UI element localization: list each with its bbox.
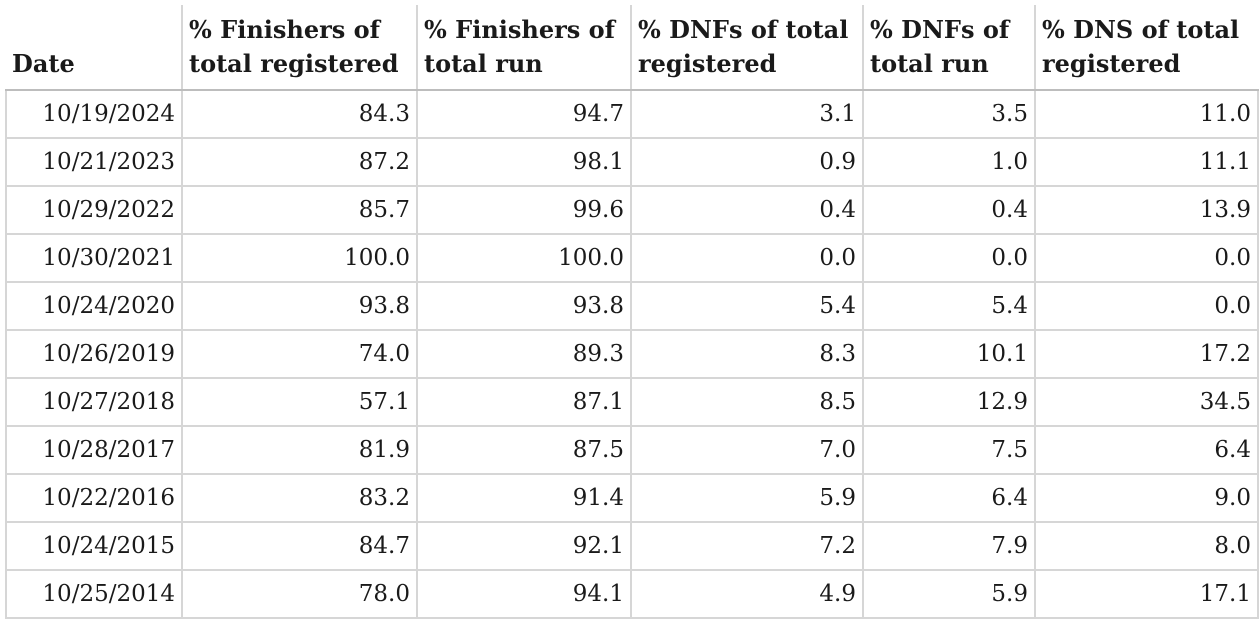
cell-finishers-of-run: 87.5 [416,425,632,475]
cell-finishers-of-run: 92.1 [416,521,632,571]
cell-dns-of-registered: 13.9 [1034,185,1259,235]
header-dnfs-of-registered: % DNFs of total registered [630,5,863,91]
cell-finishers-of-run: 91.4 [416,473,632,523]
cell-dnfs-of-registered: 7.2 [630,521,864,571]
table-row: 10/24/2015 84.7 92.1 7.2 7.9 8.0 [5,521,1259,571]
cell-finishers-of-registered: 84.3 [181,89,418,139]
cell-dns-of-registered: 11.1 [1034,137,1259,187]
cell-date: 10/30/2021 [5,233,183,283]
cell-dnfs-of-registered: 0.0 [630,233,864,283]
cell-dnfs-of-run: 3.5 [862,89,1036,139]
table-row: 10/30/2021 100.0 100.0 0.0 0.0 0.0 [5,233,1259,283]
cell-date: 10/24/2015 [5,521,183,571]
cell-dns-of-registered: 11.0 [1034,89,1259,139]
cell-date: 10/19/2024 [5,89,183,139]
cell-dns-of-registered: 17.1 [1034,569,1259,619]
table-row: 10/27/2018 57.1 87.1 8.5 12.9 34.5 [5,377,1259,427]
table-row: 10/29/2022 85.7 99.6 0.4 0.4 13.9 [5,185,1259,235]
cell-date: 10/28/2017 [5,425,183,475]
cell-dnfs-of-registered: 7.0 [630,425,864,475]
cell-finishers-of-run: 87.1 [416,377,632,427]
cell-dnfs-of-registered: 5.4 [630,281,864,331]
table-row: 10/19/2024 84.3 94.7 3.1 3.5 11.0 [5,89,1259,139]
cell-finishers-of-registered: 85.7 [181,185,418,235]
cell-finishers-of-registered: 57.1 [181,377,418,427]
cell-date: 10/22/2016 [5,473,183,523]
cell-finishers-of-registered: 93.8 [181,281,418,331]
cell-finishers-of-run: 89.3 [416,329,632,379]
cell-dns-of-registered: 34.5 [1034,377,1259,427]
header-finishers-of-run: % Finishers of total run [416,5,631,91]
cell-dnfs-of-registered: 3.1 [630,89,864,139]
cell-date: 10/24/2020 [5,281,183,331]
table-row: 10/22/2016 83.2 91.4 5.9 6.4 9.0 [5,473,1259,523]
cell-dnfs-of-run: 7.5 [862,425,1036,475]
cell-finishers-of-run: 94.1 [416,569,632,619]
cell-dnfs-of-run: 5.4 [862,281,1036,331]
cell-date: 10/26/2019 [5,329,183,379]
cell-finishers-of-registered: 81.9 [181,425,418,475]
cell-dnfs-of-registered: 8.5 [630,377,864,427]
cell-dnfs-of-run: 12.9 [862,377,1036,427]
cell-finishers-of-registered: 100.0 [181,233,418,283]
table-row: 10/26/2019 74.0 89.3 8.3 10.1 17.2 [5,329,1259,379]
header-row: Date % Finishers of total registered % F… [6,5,1258,91]
cell-date: 10/29/2022 [5,185,183,235]
cell-finishers-of-run: 94.7 [416,89,632,139]
table-row: 10/24/2020 93.8 93.8 5.4 5.4 0.0 [5,281,1259,331]
cell-dnfs-of-registered: 5.9 [630,473,864,523]
cell-finishers-of-registered: 74.0 [181,329,418,379]
results-table: Date % Finishers of total registered % F… [5,5,1259,619]
cell-dnfs-of-run: 10.1 [862,329,1036,379]
cell-date: 10/21/2023 [5,137,183,187]
table-row: 10/25/2014 78.0 94.1 4.9 5.9 17.1 [5,569,1259,619]
cell-dns-of-registered: 0.0 [1034,233,1259,283]
cell-finishers-of-registered: 83.2 [181,473,418,523]
cell-dnfs-of-run: 7.9 [862,521,1036,571]
cell-dns-of-registered: 0.0 [1034,281,1259,331]
cell-date: 10/27/2018 [5,377,183,427]
table-row: 10/21/2023 87.2 98.1 0.9 1.0 11.1 [5,137,1259,187]
cell-dnfs-of-registered: 0.9 [630,137,864,187]
header-dns-of-registered: % DNS of total registered [1034,5,1258,91]
cell-finishers-of-run: 100.0 [416,233,632,283]
cell-dns-of-registered: 9.0 [1034,473,1259,523]
cell-dnfs-of-run: 0.4 [862,185,1036,235]
cell-dnfs-of-run: 6.4 [862,473,1036,523]
cell-dnfs-of-run: 0.0 [862,233,1036,283]
cell-dns-of-registered: 17.2 [1034,329,1259,379]
cell-dns-of-registered: 8.0 [1034,521,1259,571]
cell-finishers-of-run: 98.1 [416,137,632,187]
header-finishers-of-registered: % Finishers of total registered [181,5,417,91]
cell-finishers-of-registered: 78.0 [181,569,418,619]
cell-dnfs-of-registered: 8.3 [630,329,864,379]
cell-finishers-of-registered: 84.7 [181,521,418,571]
cell-finishers-of-run: 99.6 [416,185,632,235]
cell-dnfs-of-run: 5.9 [862,569,1036,619]
header-dnfs-of-run: % DNFs of total run [862,5,1035,91]
cell-dnfs-of-run: 1.0 [862,137,1036,187]
cell-dnfs-of-registered: 0.4 [630,185,864,235]
cell-date: 10/25/2014 [5,569,183,619]
cell-dnfs-of-registered: 4.9 [630,569,864,619]
header-date: Date [6,5,182,91]
cell-finishers-of-registered: 87.2 [181,137,418,187]
cell-finishers-of-run: 93.8 [416,281,632,331]
cell-dns-of-registered: 6.4 [1034,425,1259,475]
table-row: 10/28/2017 81.9 87.5 7.0 7.5 6.4 [5,425,1259,475]
